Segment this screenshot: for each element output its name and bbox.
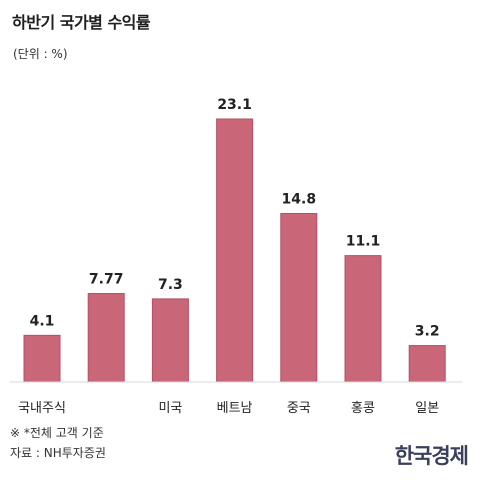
chart-title: 하반기 국가별 수익률 [12,13,151,32]
category-label: 미국 [158,401,182,416]
value-label: 23.1 [217,97,252,113]
category-label: 홍콩 [351,401,375,416]
category-label: 베트남 [217,401,253,416]
source-label: 자료 : NH투자증권 [10,446,106,460]
value-label: 14.8 [282,191,317,207]
value-label: 4.1 [30,313,55,329]
brand-logo: 한국경제 [394,443,469,468]
value-label: 3.2 [415,324,440,340]
unit-label: (단위 : %) [13,47,68,61]
bar [87,293,125,383]
footnote: ※ *전체 고객 기준 [10,426,104,440]
bar [23,334,61,383]
value-label: 7.77 [89,272,124,288]
category-label: 중국 [287,401,311,416]
bar [280,212,318,383]
bar [344,255,382,383]
value-label: 7.3 [158,277,183,293]
category-label: 국내주식 [18,401,66,416]
bar [216,118,254,383]
bar [408,345,446,383]
value-label: 11.1 [346,234,381,250]
bar [151,298,189,383]
category-label: 일본 [415,401,439,416]
